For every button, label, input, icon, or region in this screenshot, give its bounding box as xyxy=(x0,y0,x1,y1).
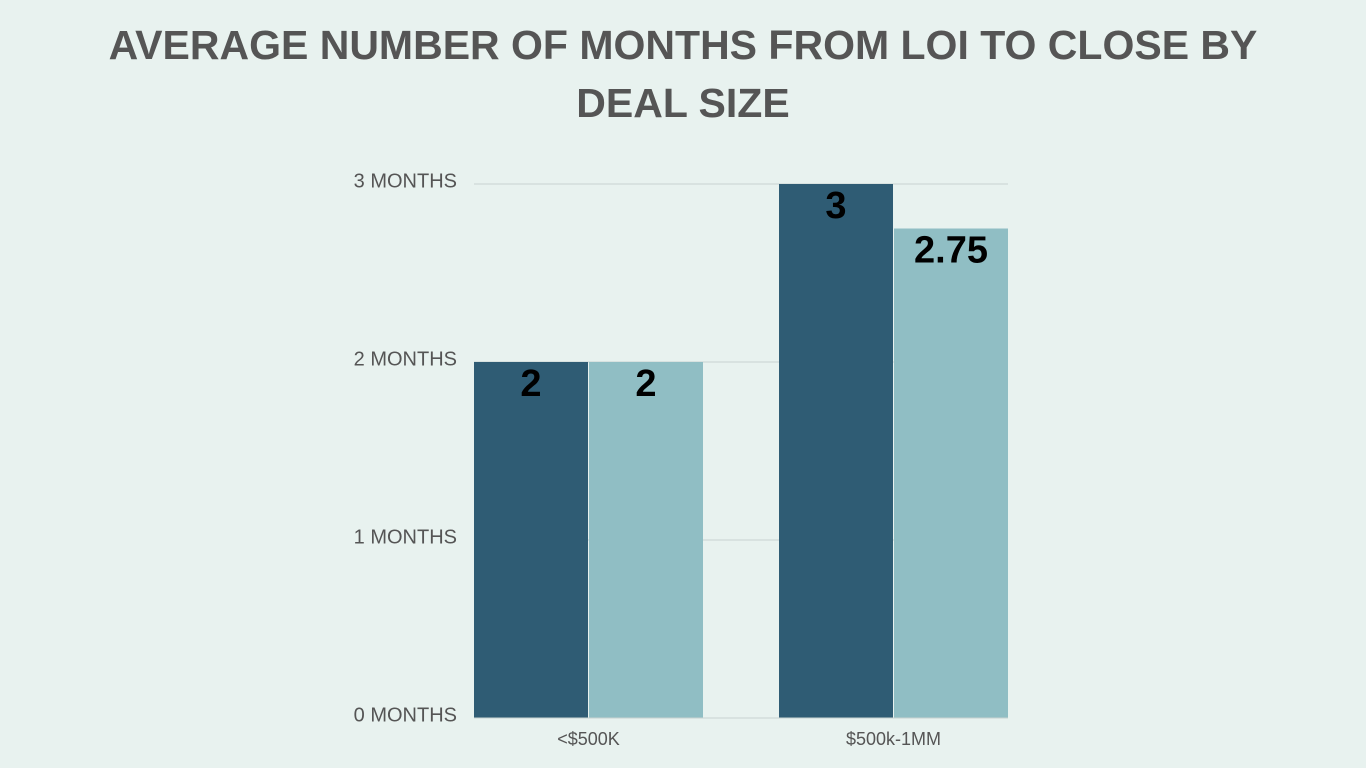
bar xyxy=(779,184,893,718)
y-tick-label: 0 MONTHS xyxy=(354,704,457,726)
x-tick-label: <$500K xyxy=(557,729,620,749)
data-label: 2.75 xyxy=(914,230,988,272)
y-tick-label: 2 MONTHS xyxy=(354,348,457,370)
bar xyxy=(894,228,1008,718)
y-tick-label: 3 MONTHS xyxy=(354,170,457,192)
data-label: 3 xyxy=(825,185,846,227)
data-label: 2 xyxy=(520,363,541,405)
bar xyxy=(589,362,703,718)
x-tick-label: $500k-1MM xyxy=(846,729,941,749)
data-label: 2 xyxy=(635,363,656,405)
y-tick-label: 1 MONTHS xyxy=(354,526,457,548)
bar xyxy=(474,362,588,718)
chart-title: AVERAGE NUMBER OF MONTHS FROM LOI TO CLO… xyxy=(108,22,1258,126)
